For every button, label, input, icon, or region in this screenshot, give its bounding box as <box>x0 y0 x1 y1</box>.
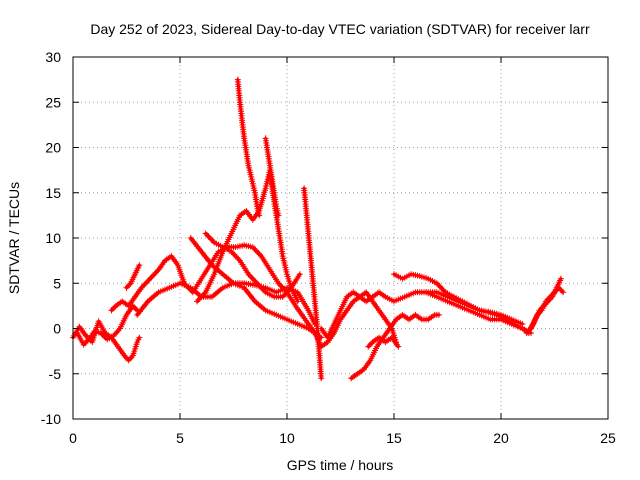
y-tick-label: 25 <box>45 94 61 110</box>
x-tick-label: 0 <box>69 430 77 446</box>
y-tick-label: 15 <box>45 185 61 201</box>
y-tick-label: -5 <box>49 366 62 382</box>
axis-ticks <box>72 56 609 420</box>
x-tick-label: 15 <box>386 430 402 446</box>
data-point <box>234 76 263 219</box>
data-point <box>123 262 143 291</box>
series-trace-13 <box>318 289 534 341</box>
plot-area <box>70 76 567 382</box>
data-point <box>262 135 282 219</box>
series-trace-10 <box>262 135 282 219</box>
chart-title: Day 252 of 2023, Sidereal Day-to-day VTE… <box>90 21 590 37</box>
series-trace-6 <box>187 235 325 341</box>
data-point <box>525 284 567 335</box>
data-point <box>74 302 141 348</box>
data-point <box>187 235 325 341</box>
y-tick-label: 20 <box>45 140 61 156</box>
data-point <box>301 185 325 382</box>
series-trace-11 <box>301 185 325 382</box>
series-trace-19 <box>525 284 567 335</box>
series-trace-14 <box>348 311 442 382</box>
y-tick-label: 5 <box>53 275 61 291</box>
data-point <box>365 334 402 350</box>
series-trace-2 <box>74 302 141 348</box>
x-axis-label: GPS time / hours <box>287 457 394 473</box>
series-trace-4 <box>123 262 143 291</box>
series-line <box>195 168 300 303</box>
series-trace-15 <box>365 334 402 350</box>
y-tick-label: 30 <box>45 49 61 65</box>
data-point <box>348 311 442 382</box>
x-tick-label: 10 <box>279 430 295 446</box>
series-trace-17 <box>423 289 526 327</box>
series-trace-9 <box>234 76 263 219</box>
x-tick-label: 5 <box>176 430 184 446</box>
data-point <box>423 289 526 327</box>
y-tick-label: 0 <box>53 321 61 337</box>
x-tick-label: 25 <box>600 430 616 446</box>
y-axis-label: SDTVAR / TECUs <box>6 182 22 294</box>
y-tick-label: 10 <box>45 230 61 246</box>
y-tick-label: -10 <box>41 411 61 427</box>
x-tick-label: 20 <box>493 430 509 446</box>
grid <box>73 57 608 419</box>
tick-labels: 0 5 10 15 20 25 -10 -5 0 5 10 15 20 25 30 <box>41 49 616 446</box>
data-point <box>108 242 323 341</box>
